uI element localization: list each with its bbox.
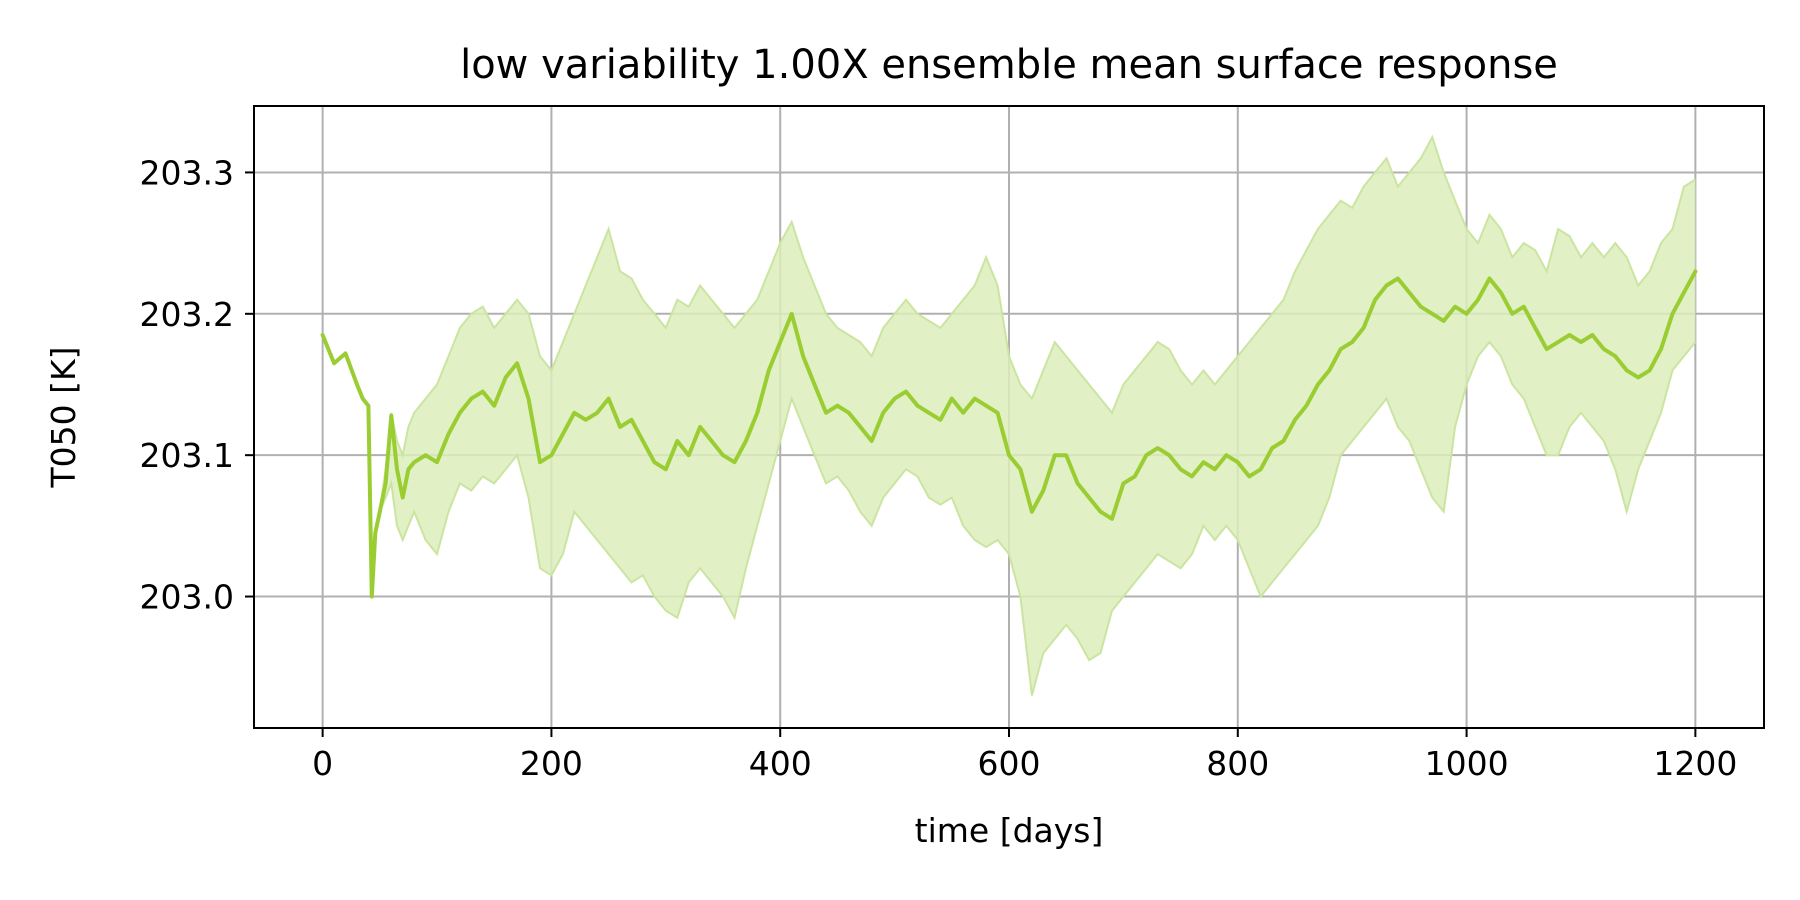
y-tick-label: 203.3 bbox=[140, 153, 234, 192]
y-axis: 203.0 203.1 203.2 203.3 bbox=[140, 153, 254, 617]
x-tick-label: 400 bbox=[749, 744, 812, 783]
y-tick-label: 203.0 bbox=[140, 578, 234, 617]
band-area bbox=[322, 137, 1696, 696]
x-tick-label: 1000 bbox=[1425, 744, 1509, 783]
chart-title: low variability 1.00X ensemble mean surf… bbox=[460, 42, 1558, 88]
mean-line bbox=[320, 269, 1698, 599]
y-tick-label: 203.2 bbox=[140, 295, 234, 334]
y-tick-label: 203.1 bbox=[140, 436, 234, 475]
x-axis-label: time [days] bbox=[915, 811, 1104, 850]
uncertainty-band bbox=[321, 134, 1697, 696]
x-axis: 0 200 400 600 800 1000 1200 bbox=[312, 728, 1737, 783]
x-tick-label: 0 bbox=[312, 744, 333, 783]
x-tick-label: 600 bbox=[978, 744, 1041, 783]
x-tick-label: 1200 bbox=[1653, 744, 1737, 783]
y-axis-label: T050 [K] bbox=[44, 346, 83, 488]
mean-series-line bbox=[320, 269, 1698, 599]
band-upper-edge bbox=[321, 134, 1696, 597]
x-tick-label: 200 bbox=[520, 744, 583, 783]
x-tick-label: 800 bbox=[1206, 744, 1269, 783]
band-lower-edge bbox=[321, 334, 1697, 696]
